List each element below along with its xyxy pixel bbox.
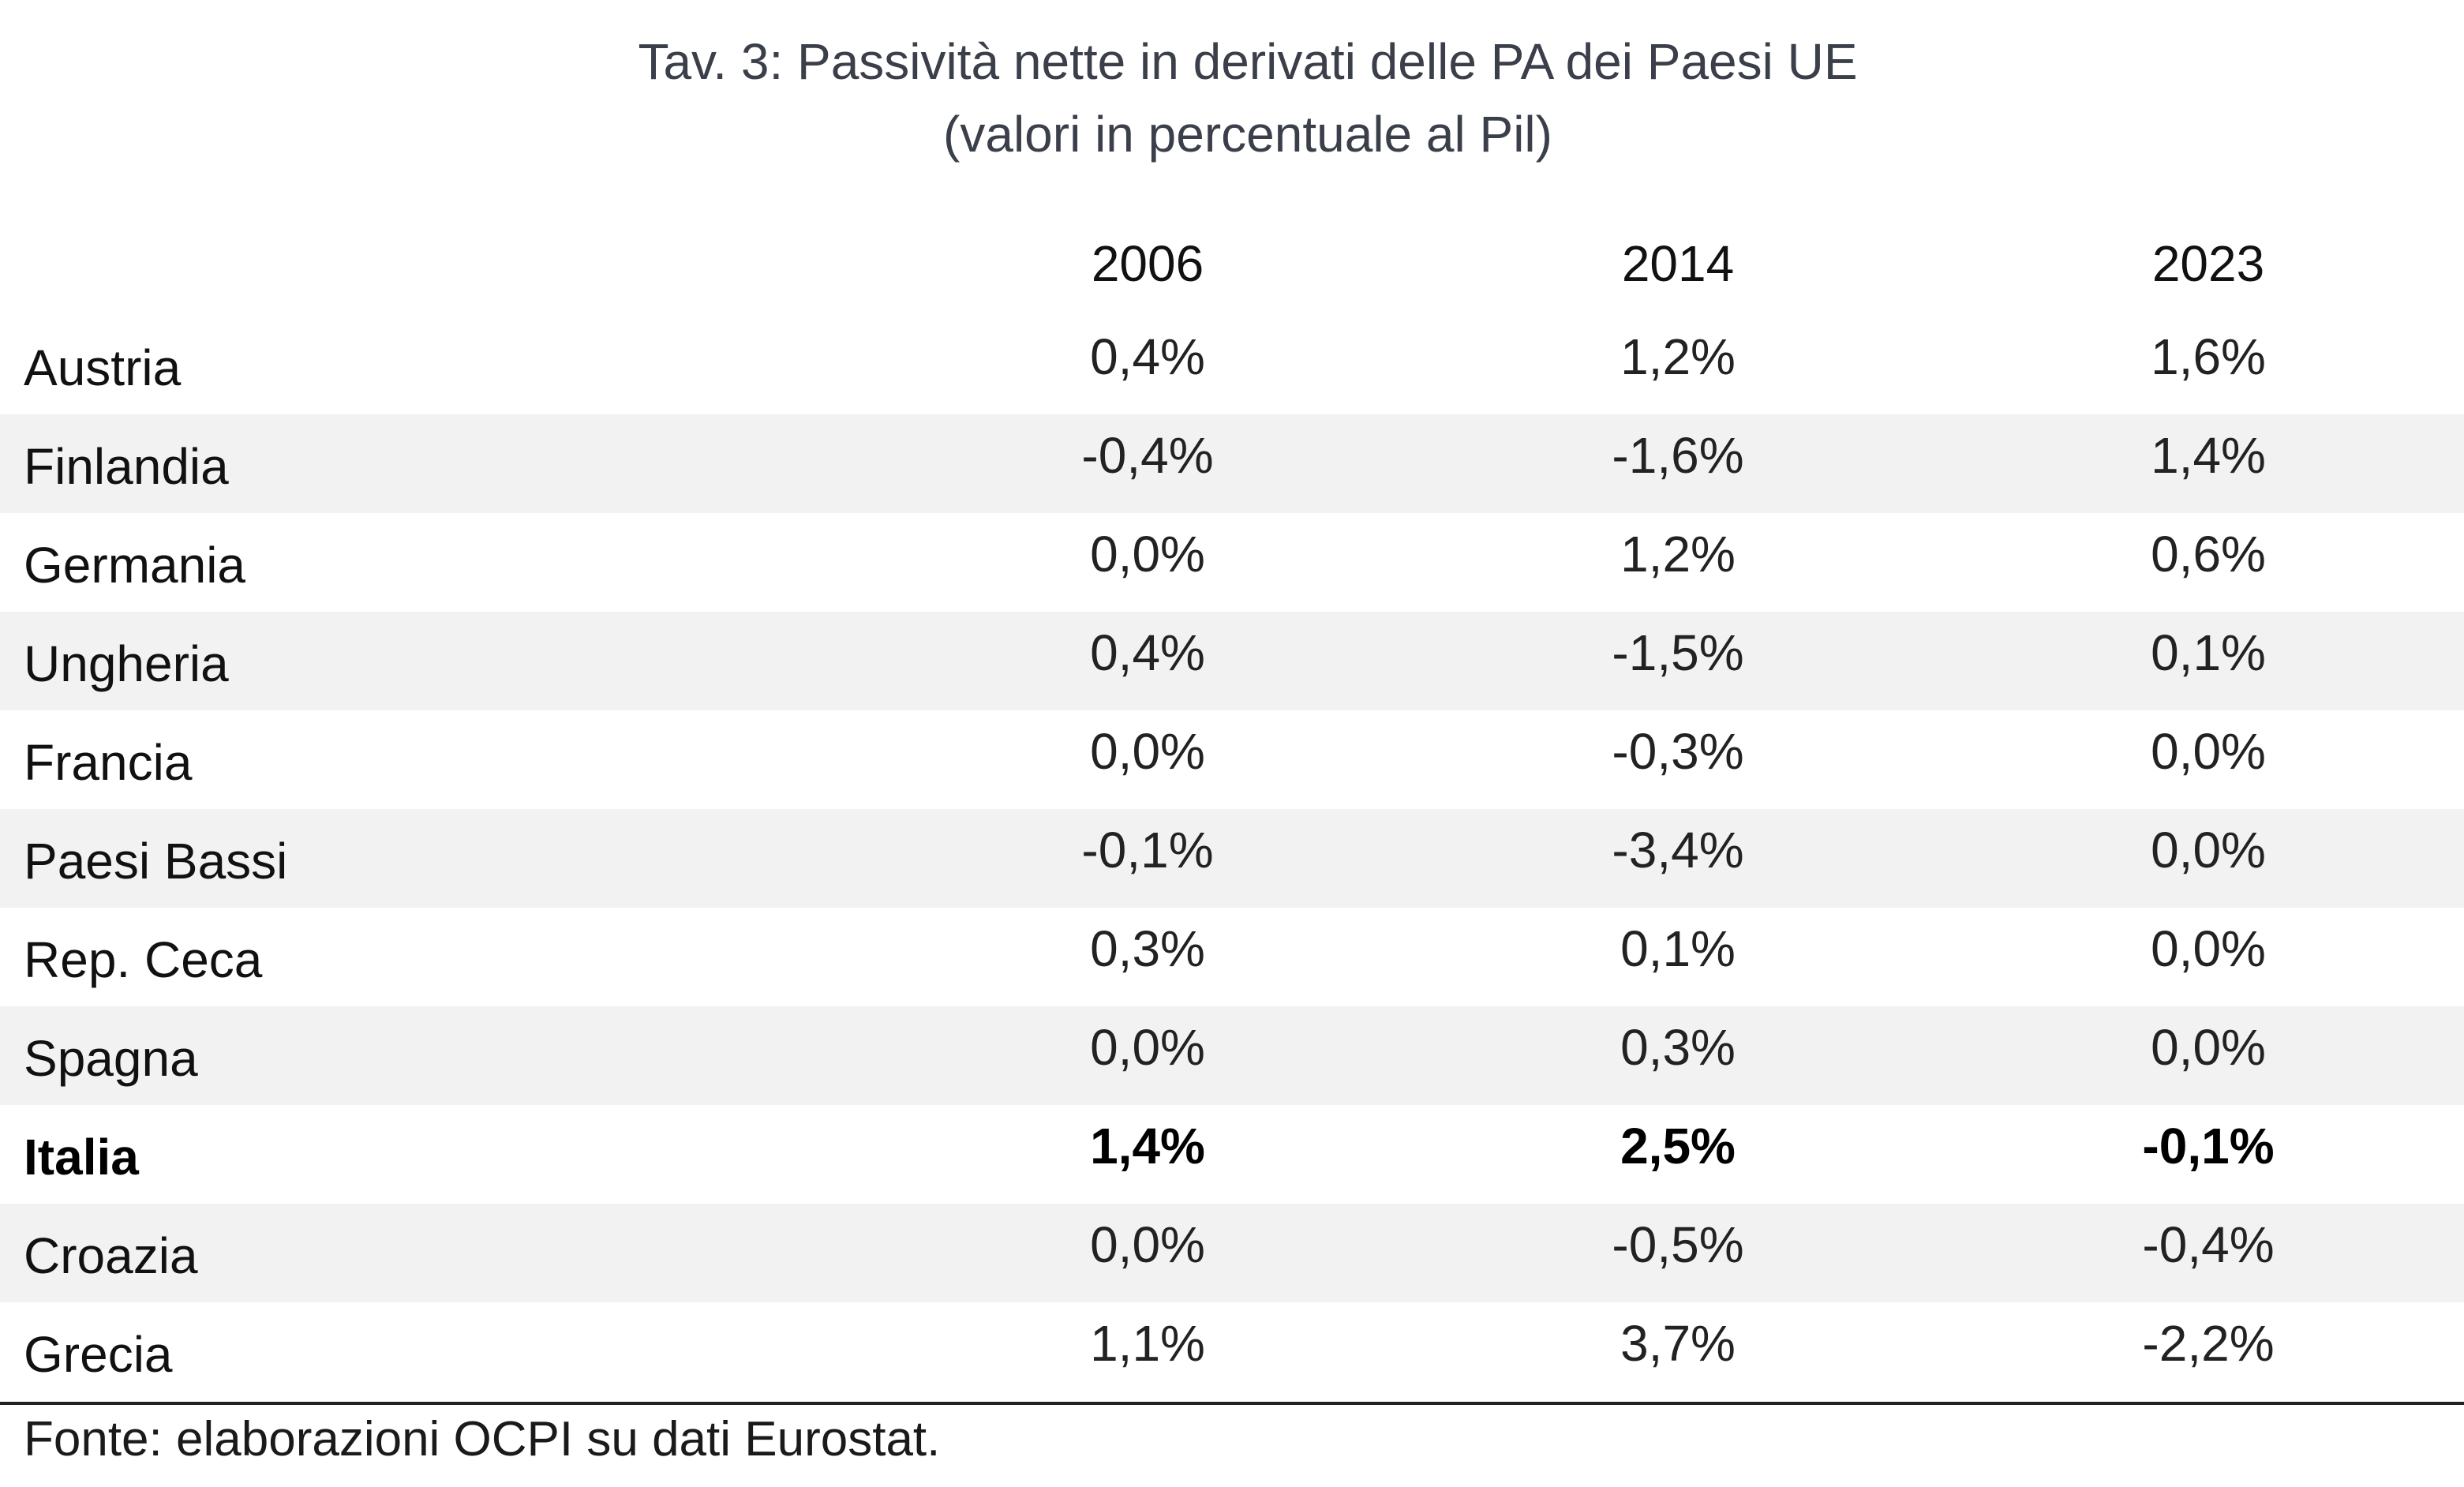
row-label: Finlandia xyxy=(24,438,229,495)
source-note: Fonte: elaborazioni OCPI su dati Eurosta… xyxy=(24,1412,941,1466)
cell-2006: 0,0% xyxy=(1090,1216,1205,1273)
cell-2014: 0,1% xyxy=(1620,920,1736,977)
cell-2023: 0,0% xyxy=(2151,920,2266,977)
table-header-row: 2006 2014 2023 xyxy=(0,229,2464,316)
row-label: Italia xyxy=(24,1129,139,1185)
cell-2006: -0,4% xyxy=(1081,427,1214,484)
table-row-rep-ceca: Rep. Ceca 0,3% 0,1% 0,0% xyxy=(0,908,2464,1006)
row-label: Ungheria xyxy=(24,635,229,692)
row-label: Francia xyxy=(24,734,193,791)
cell-2023: 0,6% xyxy=(2151,526,2266,582)
table-row-austria: Austria 0,4% 1,2% 1,6% xyxy=(0,316,2464,414)
cell-2014: -1,6% xyxy=(1612,427,1744,484)
table-row-germania: Germania 0,0% 1,2% 0,6% xyxy=(0,513,2464,612)
table-row-paesi-bassi: Paesi Bassi -0,1% -3,4% 0,0% xyxy=(0,809,2464,908)
cell-2006: 0,3% xyxy=(1090,920,1205,977)
cell-2023: -2,2% xyxy=(2142,1315,2275,1372)
cell-2023: 1,6% xyxy=(2151,328,2266,385)
table-row-italia: Italia 1,4% 2,5% -0,1% xyxy=(0,1105,2464,1204)
row-label: Spagna xyxy=(24,1030,198,1087)
cell-2014: -1,5% xyxy=(1612,624,1744,681)
row-label: Rep. Ceca xyxy=(24,931,263,988)
cell-2023: 0,0% xyxy=(2151,1019,2266,1076)
row-label: Germania xyxy=(24,537,245,594)
cell-2006: 0,4% xyxy=(1090,624,1205,681)
cell-2023: 0,0% xyxy=(2151,723,2266,780)
cell-2014: 1,2% xyxy=(1620,328,1736,385)
table-row-spagna: Spagna 0,0% 0,3% 0,0% xyxy=(0,1006,2464,1105)
cell-2023: 0,1% xyxy=(2151,624,2266,681)
table-row-ungheria: Ungheria 0,4% -1,5% 0,1% xyxy=(0,612,2464,710)
table-row-grecia: Grecia 1,1% 3,7% -2,2% xyxy=(0,1302,2464,1401)
table-row-croazia: Croazia 0,0% -0,5% -0,4% xyxy=(0,1204,2464,1302)
table-row-finlandia: Finlandia -0,4% -1,6% 1,4% xyxy=(0,414,2464,513)
cell-2014: -0,3% xyxy=(1612,723,1744,780)
cell-2023: 1,4% xyxy=(2151,427,2266,484)
row-label: Croazia xyxy=(24,1227,198,1284)
table-title: Tav. 3: Passività nette in derivati dell… xyxy=(638,33,1858,90)
cell-2014: 2,5% xyxy=(1620,1118,1736,1174)
cell-2006: 0,4% xyxy=(1090,328,1205,385)
cell-2006: 0,0% xyxy=(1090,723,1205,780)
table-row-francia: Francia 0,0% -0,3% 0,0% xyxy=(0,710,2464,809)
cell-2014: 3,7% xyxy=(1620,1315,1736,1372)
cell-2023: -0,4% xyxy=(2142,1216,2275,1273)
cell-2006: 1,1% xyxy=(1090,1315,1205,1372)
cell-2023: 0,0% xyxy=(2151,822,2266,878)
cell-2023: -0,1% xyxy=(2142,1118,2275,1174)
row-label: Grecia xyxy=(24,1326,173,1383)
cell-2006: -0,1% xyxy=(1081,822,1214,878)
table-bottom-rule xyxy=(0,1402,2464,1405)
table-subtitle: (valori in percentuale al Pil) xyxy=(943,106,1552,163)
column-header-2014: 2014 xyxy=(1621,235,1735,292)
row-label: Paesi Bassi xyxy=(24,833,288,890)
cell-2014: -3,4% xyxy=(1612,822,1744,878)
row-label: Austria xyxy=(24,339,182,396)
cell-2014: -0,5% xyxy=(1612,1216,1744,1273)
cell-2006: 0,0% xyxy=(1090,526,1205,582)
cell-2006: 0,0% xyxy=(1090,1019,1205,1076)
data-table: 2006 2014 2023 Austria 0,4% 1,2% 1,6% Fi… xyxy=(0,229,2464,1401)
cell-2014: 1,2% xyxy=(1620,526,1736,582)
column-header-2023: 2023 xyxy=(2151,235,2265,292)
cell-2006: 1,4% xyxy=(1090,1118,1205,1174)
column-header-2006: 2006 xyxy=(1091,235,1204,292)
cell-2014: 0,3% xyxy=(1620,1019,1736,1076)
